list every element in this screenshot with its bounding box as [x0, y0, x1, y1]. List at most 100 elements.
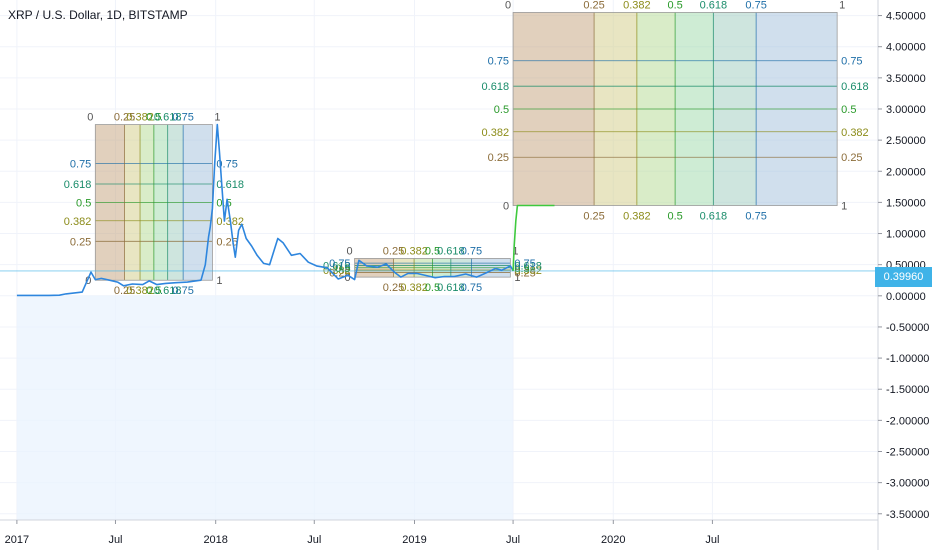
fib-time-label-bottom: 0.75 — [172, 285, 193, 297]
price-tick-label: 4.50000 — [886, 11, 926, 23]
fib-time-label-bottom: 0.75 — [461, 282, 482, 294]
fib-corner-label: 1 — [214, 112, 220, 124]
fib-time-label: 0.5 — [667, 0, 682, 11]
price-tick-label: 1.00000 — [886, 229, 926, 241]
fib-price-label: 0.25 — [514, 267, 535, 279]
fib-corner-label: 0 — [505, 0, 511, 11]
fib-price-label: 0.382 — [841, 127, 869, 139]
fib-time-label: 0.382 — [126, 112, 154, 124]
fib-time-label-bottom: 0.75 — [745, 211, 766, 223]
price-tick-label: 3.00000 — [886, 104, 926, 116]
fib-corner-label: 0 — [87, 112, 93, 124]
price-tick-label: -3.50000 — [886, 509, 929, 521]
time-tick-label: 2019 — [402, 534, 426, 546]
price-tick-label: -2.00000 — [886, 415, 929, 427]
fib-price-label: 0.5 — [494, 104, 509, 116]
fib-box: 0 1 0 1 0.25 0.382 0.5 0.618 0.75 0.25 0.382 0.5 0.6… — [482, 0, 869, 223]
fib-time-label: 0.5 — [146, 112, 161, 124]
fib-price-label: 0.382 — [482, 127, 510, 139]
fib-price-label: 0.25 — [488, 152, 509, 164]
fib-time-label: 0.618 — [700, 0, 728, 11]
area-shading — [16, 295, 514, 520]
fib-price-label: 0.5 — [841, 104, 856, 116]
price-series-line — [16, 123, 514, 297]
price-tick-label: 1.50000 — [886, 197, 926, 209]
price-tick-label: 2.00000 — [886, 166, 926, 178]
fib-time-label-bottom: 0.5 — [146, 285, 161, 297]
fib-time-label-bottom: 0.25 — [383, 282, 404, 294]
fib-time-label: 0.75 — [461, 245, 482, 257]
fib-time-label-bottom: 0.382 — [623, 211, 651, 223]
fib-time-label: 0.25 — [583, 0, 604, 11]
fib-price-label: 0.25 — [841, 152, 862, 164]
fib-price-label: 0.75 — [70, 158, 91, 170]
fib-price-label: 0.618 — [841, 81, 869, 93]
fib-price-label: 0.5 — [76, 197, 91, 209]
fib-price-label: 0.25 — [216, 236, 237, 248]
fib-box-border — [512, 12, 838, 206]
price-tick-label: -1.50000 — [886, 384, 929, 396]
fib-price-label: 0.75 — [514, 258, 535, 270]
fib-price-label: 0.5 — [335, 263, 350, 275]
fib-corner-label: 1 — [512, 245, 518, 257]
price-tick-label: -3.00000 — [886, 478, 929, 490]
price-tick-label: -2.50000 — [886, 446, 929, 458]
fib-time-label: 0.5 — [425, 245, 440, 257]
time-tick-label: 2018 — [203, 534, 227, 546]
time-tick-label: Jul — [705, 534, 719, 546]
fib-time-label-bottom: 0.618 — [437, 282, 465, 294]
price-tick-label: -0.50000 — [886, 322, 929, 334]
time-tick-label: Jul — [307, 534, 321, 546]
fib-corner-label: 1 — [839, 0, 845, 11]
fib-price-label: 0.25 — [70, 236, 91, 248]
fib-price-label: 0.618 — [482, 81, 510, 93]
price-tick-label: 4.00000 — [886, 42, 926, 54]
fib-time-label-bottom: 0.618 — [700, 211, 728, 223]
chart-title: XRP / U.S. Dollar, 1D, BITSTAMP — [8, 8, 188, 22]
price-tick-label: -1.00000 — [886, 353, 929, 365]
fib-corner-label: 0 — [346, 245, 352, 257]
fib-price-label: 0.618 — [216, 179, 244, 191]
fib-corner-label: 1 — [514, 272, 520, 284]
fib-time-label-bottom: 0.382 — [126, 285, 154, 297]
fib-corner-label: 0 — [503, 201, 509, 213]
fib-price-label: 0.618 — [514, 261, 542, 273]
current-price-tag: 0.39960 — [875, 267, 932, 287]
fib-time-label: 0.75 — [172, 112, 193, 124]
fib-price-label: 0.75 — [216, 158, 237, 170]
fib-time-label-bottom: 0.382 — [400, 282, 428, 294]
fib-time-label-bottom: 0.618 — [154, 285, 182, 297]
time-tick-label: Jul — [506, 534, 520, 546]
fib-price-label: 0.75 — [329, 258, 350, 270]
fib-time-label: 0.25 — [383, 245, 404, 257]
time-tick-label: 2020 — [601, 534, 625, 546]
fib-corner-label: 1 — [216, 275, 222, 287]
fib-time-label-bottom: 0.25 — [114, 285, 135, 297]
price-tick-label: 2.50000 — [886, 135, 926, 147]
fib-time-label: 0.618 — [154, 112, 182, 124]
price-tick-label: 0.00000 — [886, 291, 926, 303]
price-tick-label: 3.50000 — [886, 73, 926, 85]
fib-time-label-bottom: 0.5 — [425, 282, 440, 294]
fib-time-label-bottom: 0.5 — [667, 211, 682, 223]
fib-corner-label: 0 — [344, 272, 350, 284]
fib-time-label: 0.382 — [623, 0, 651, 11]
time-tick-label: 2017 — [5, 534, 29, 546]
fib-price-label: 0.618 — [64, 179, 92, 191]
fib-price-label: 0.382 — [64, 216, 92, 228]
fib-corner-label: 1 — [841, 201, 847, 213]
fib-price-label: 0.75 — [841, 56, 862, 68]
price-series-line — [512, 204, 555, 271]
fib-time-label-bottom: 0.25 — [583, 211, 604, 223]
fib-time-label: 0.75 — [745, 0, 766, 11]
fib-corner-label: 0 — [85, 275, 91, 287]
time-tick-label: Jul — [108, 534, 122, 546]
fib-price-label: 0.75 — [488, 56, 509, 68]
fib-time-label: 0.25 — [114, 112, 135, 124]
fib-time-label: 0.382 — [400, 245, 428, 257]
fib-time-label: 0.618 — [437, 245, 465, 257]
